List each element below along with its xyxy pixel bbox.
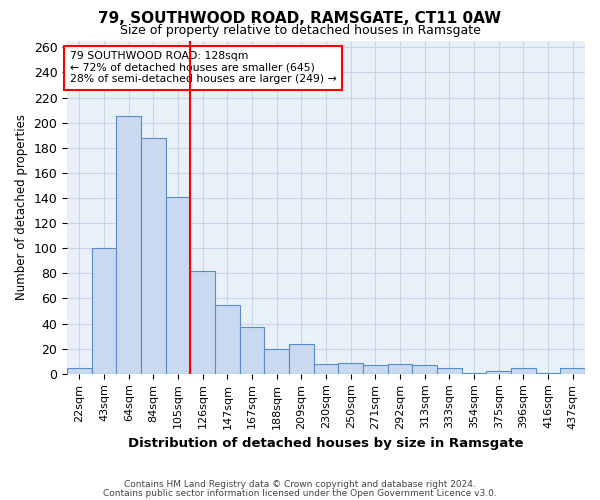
Bar [116,116,141,374]
Text: Size of property relative to detached houses in Ramsgate: Size of property relative to detached ho… [119,24,481,37]
Text: 79 SOUTHWOOD ROAD: 128sqm
← 72% of detached houses are smaller (645)
28% of semi: 79 SOUTHWOOD ROAD: 128sqm ← 72% of detac… [70,51,337,84]
Bar [462,372,487,374]
Bar [511,368,536,374]
X-axis label: Distribution of detached houses by size in Ramsgate: Distribution of detached houses by size … [128,437,524,450]
Bar [412,365,437,374]
Bar [67,368,92,374]
Bar [314,364,338,374]
Bar [560,368,585,374]
Bar [190,271,215,374]
Text: Contains public sector information licensed under the Open Government Licence v3: Contains public sector information licen… [103,488,497,498]
Text: 79, SOUTHWOOD ROAD, RAMSGATE, CT11 0AW: 79, SOUTHWOOD ROAD, RAMSGATE, CT11 0AW [98,11,502,26]
Bar [487,372,511,374]
Bar [363,365,388,374]
Bar [240,328,265,374]
Bar [166,196,190,374]
Bar [536,372,560,374]
Bar [289,344,314,374]
Bar [388,364,412,374]
Text: Contains HM Land Registry data © Crown copyright and database right 2024.: Contains HM Land Registry data © Crown c… [124,480,476,489]
Bar [92,248,116,374]
Bar [265,348,289,374]
Bar [437,368,462,374]
Y-axis label: Number of detached properties: Number of detached properties [15,114,28,300]
Bar [141,138,166,374]
Bar [215,304,240,374]
Bar [338,362,363,374]
